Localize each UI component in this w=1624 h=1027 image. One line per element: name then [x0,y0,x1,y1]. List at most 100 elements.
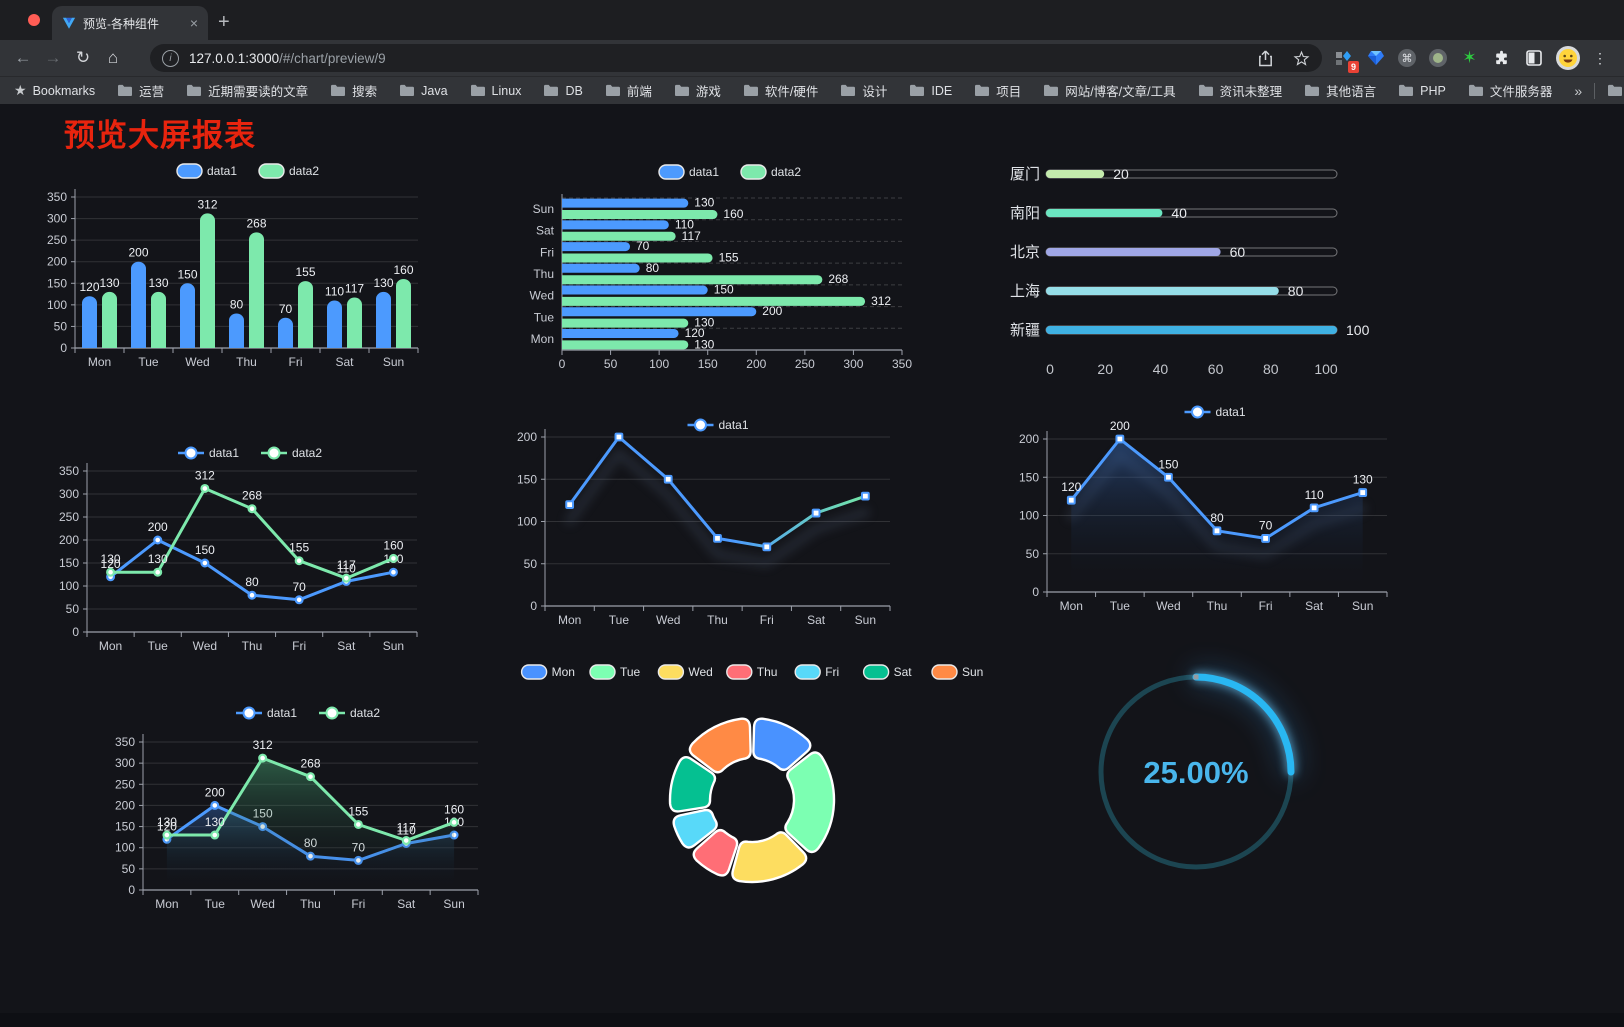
legend-item-Mon[interactable]: Mon [520,664,575,680]
point-data2-Tue[interactable] [153,567,163,577]
donut-segment-Sat[interactable] [668,756,717,813]
extension-tabs-icon[interactable]: 9 [1334,49,1359,73]
bar-data2-Sat[interactable] [347,297,362,348]
extension-record-icon[interactable] [1429,49,1447,67]
bar-data2-Wed[interactable] [200,213,215,348]
point-data2-Fri[interactable] [294,556,304,566]
bar-data1-Sun[interactable] [376,291,391,348]
bookmark-folder[interactable]: 文件服务器 [1468,81,1552,100]
bar-data1-Thu[interactable] [229,313,244,348]
hbar-data2-Fri[interactable] [562,253,713,263]
hbar-data2-Tue[interactable] [562,318,689,328]
bar-data2-Fri[interactable] [298,281,313,348]
close-window-button[interactable] [28,14,40,26]
bookmark-folder[interactable]: 游戏 [674,81,721,100]
legend-item-data1[interactable]: data1 [236,706,297,720]
point-data2-Thu[interactable] [247,504,257,514]
legend-item-data2[interactable]: data2 [261,446,322,460]
point-data2-Thu[interactable] [306,772,316,782]
hbar-data1-Fri[interactable] [562,242,630,252]
legend-item-Thu[interactable]: Thu [726,664,778,680]
hbar-data1-Sat[interactable] [562,220,669,230]
legend-item-Wed[interactable]: Wed [657,664,713,680]
back-button[interactable]: ← [14,48,32,67]
donut-segment-Wed[interactable] [731,831,808,884]
bookmark-folder[interactable]: 网站/博客/文章/工具 [1043,81,1176,100]
bookmark-folder[interactable]: 设计 [840,81,887,100]
hbar-data1-Mon[interactable] [562,328,679,338]
legend-item-data1[interactable]: data1 [1184,405,1246,419]
share-icon[interactable] [1258,49,1273,67]
point-data1-Fri[interactable] [294,595,304,605]
chart-bar-horizontal[interactable]: data1 data2 0 50 100 150 200 250 300 350 Sun 130 160… [530,152,932,371]
bookmark-folder[interactable]: 软件/硬件 [743,81,818,100]
legend-item-Tue[interactable]: Tue [589,664,641,680]
bar-data1-Fri[interactable] [278,317,293,348]
browser-tab[interactable]: 预览-各种组件 × [52,6,208,40]
progress-fill-南阳[interactable] [1046,209,1163,217]
hbar-data2-Sat[interactable] [562,231,676,241]
legend-item-data2[interactable]: data2 [319,706,380,720]
legend-item-data2[interactable]: data2 [258,163,319,179]
hbar-data2-Thu[interactable] [562,275,823,285]
legend-item-data2[interactable]: data2 [740,164,801,180]
site-info-icon[interactable]: i [162,49,179,67]
point-data2-Wed[interactable] [200,483,210,493]
point-data1-Mon[interactable] [565,500,575,509]
bar-data1-Wed[interactable] [180,283,195,348]
point-data1-Fri[interactable] [762,542,772,552]
extension-green-star-icon[interactable]: ✶ [1462,48,1477,67]
legend-item-Sat[interactable]: Sat [862,664,913,680]
bookmark-folder[interactable]: 运营 [117,81,164,100]
point-data1-Sun[interactable] [388,567,398,577]
point-data1-Fri[interactable] [1261,534,1270,543]
bookmark-folder[interactable]: 前端 [605,81,652,100]
donut-segment-Sun[interactable] [688,717,752,774]
point-data2-Sun[interactable] [449,817,459,827]
point-data2-Mon[interactable] [162,830,172,840]
point-data1-Sat[interactable] [811,508,821,518]
bar-data2-Thu[interactable] [249,232,264,348]
bookmark-folder[interactable]: 其他语言 [1304,81,1376,100]
point-data2-Wed[interactable] [258,753,268,763]
point-data2-Sun[interactable] [388,553,398,563]
new-tab-button[interactable]: + [218,11,230,33]
bookmark-folder[interactable]: 近期需要读的文章 [186,81,308,100]
donut-segment-Mon[interactable] [752,717,812,772]
progress-fill-厦门[interactable] [1046,170,1105,178]
bar-data2-Mon[interactable] [102,291,117,348]
point-data1-Thu[interactable] [247,590,257,600]
bar-data2-Tue[interactable] [151,291,166,348]
legend-item-Sun[interactable]: Sun [931,664,983,680]
point-data1-Wed[interactable] [1164,472,1173,482]
bookmark-folder[interactable]: 资讯未整理 [1198,81,1282,100]
hbar-data2-Mon[interactable] [562,340,689,350]
legend-item-data1[interactable]: data1 [176,163,237,179]
bar-data2-Sun[interactable] [396,278,411,348]
extension-command-icon[interactable]: ⌘ [1398,49,1416,67]
bookmark-star-icon[interactable] [1293,50,1310,67]
chart-gauge[interactable]: 25.00% [1094,670,1298,874]
chart-bar-grouped[interactable]: data1 data2 0 50 100 150 200 250 300 350 Mon Tue Wed… [40,150,460,369]
bookmark-folder[interactable]: IDE [909,84,952,98]
hbar-data1-Sun[interactable] [562,198,689,208]
bookmarks-label-item[interactable]: Bookmarks [33,84,96,98]
hbar-data1-Tue[interactable] [562,307,757,317]
point-data1-Thu[interactable] [1212,526,1222,536]
chart-donut[interactable]: Mon Tue Wed Thu Fri Sat Sun [520,660,983,905]
profile-avatar[interactable] [1556,46,1580,70]
point-data1-Wed[interactable] [200,558,210,568]
point-data1-Sat[interactable] [1309,503,1319,513]
legend-item-data1[interactable]: data1 [178,446,239,460]
donut-segment-Thu[interactable] [692,828,739,877]
bookmark-folder[interactable]: 项目 [974,81,1021,100]
point-data1-Sun[interactable] [1358,488,1368,497]
point-data1-Thu[interactable] [713,534,722,543]
bookmark-folder[interactable]: Linux [470,84,521,98]
address-bar[interactable]: i 127.0.0.1:3000/#/chart/preview/9 [150,44,1322,72]
hbar-data1-Thu[interactable] [562,263,640,273]
url-text[interactable]: 127.0.0.1:3000/#/chart/preview/9 [189,51,386,66]
tab-close-icon[interactable]: × [189,15,198,31]
bookmark-folder[interactable]: 搜索 [330,81,377,100]
point-data2-Sat[interactable] [401,836,411,846]
